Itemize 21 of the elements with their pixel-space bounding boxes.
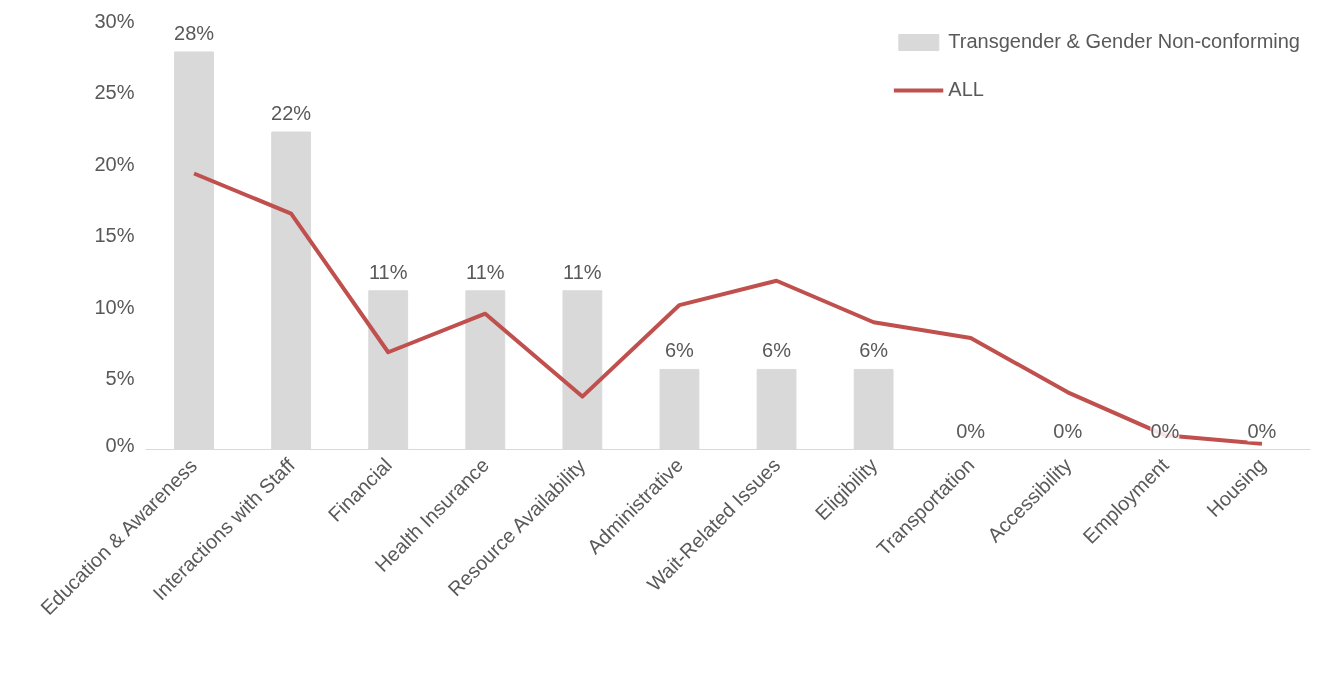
y-tick-label: 0% [105,433,135,456]
data-label: 11% [563,260,602,283]
y-tick-label: 5% [105,367,135,389]
data-label: 22% [271,102,312,125]
data-label: 11% [466,260,505,283]
y-tick-label: 15% [94,224,135,246]
data-label: 6% [762,339,792,362]
data-label: 6% [859,339,889,362]
data-label: 0% [1150,419,1180,442]
y-tick-label: 30% [94,9,135,32]
data-label: 6% [665,339,695,362]
legend-label: Transgender & Gender Non-conforming [948,30,1300,53]
y-tick-label: 10% [94,295,135,318]
data-label: 0% [1053,419,1083,442]
y-tick-label: 20% [94,152,135,175]
data-label: 0% [956,419,986,442]
legend-label: ALL [948,78,984,101]
data-label: 28% [174,21,215,44]
data-label: 0% [1247,419,1277,442]
y-tick-label: 25% [94,81,135,103]
data-label: 11% [368,260,408,283]
